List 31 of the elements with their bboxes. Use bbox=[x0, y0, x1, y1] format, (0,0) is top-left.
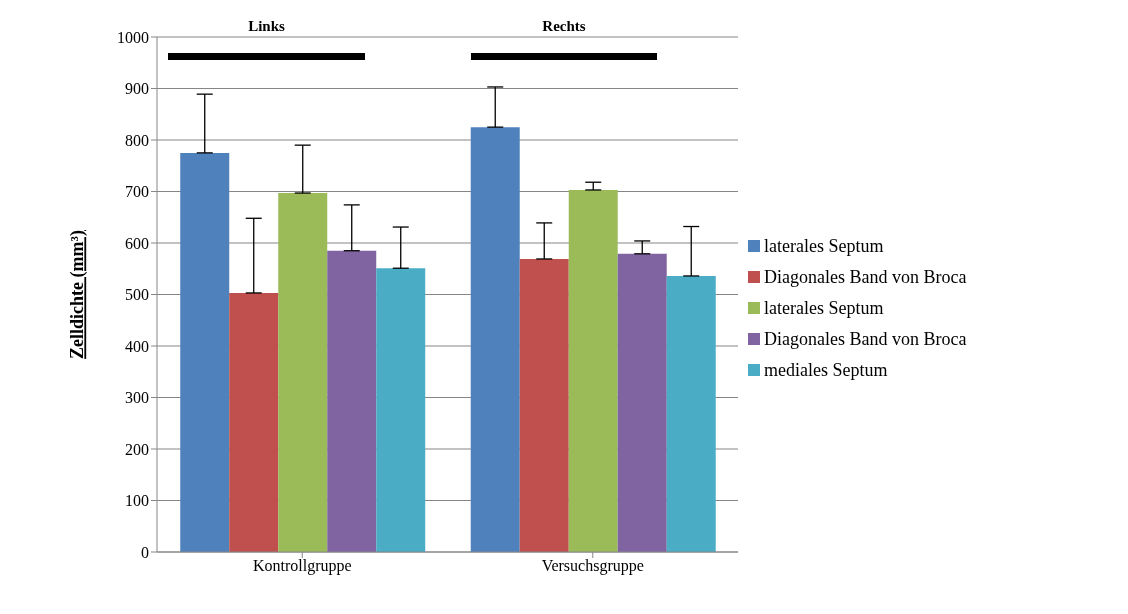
bar bbox=[568, 189, 618, 552]
bar bbox=[278, 193, 328, 552]
y-tick-label: 400 bbox=[125, 337, 149, 355]
legend-label: mediales Septum bbox=[764, 359, 888, 381]
x-tick-label: Versuchsgruppe bbox=[541, 557, 644, 576]
bar bbox=[617, 253, 667, 552]
bar bbox=[180, 152, 230, 552]
legend-label: laterales Septum bbox=[764, 297, 884, 319]
legend-label: laterales Septum bbox=[764, 235, 884, 257]
bracket: Rechts bbox=[471, 16, 657, 60]
y-tick-label: 800 bbox=[125, 131, 149, 149]
legend-label: Diagonales Band von Broca bbox=[764, 328, 967, 350]
y-tick-label: 700 bbox=[125, 183, 149, 201]
bar bbox=[666, 275, 716, 552]
y-tick-label: 0 bbox=[141, 543, 149, 561]
legend-label: Diagonales Band von Broca bbox=[764, 266, 967, 288]
y-axis-title: Zelldichte (mm³) bbox=[67, 230, 89, 359]
x-tick-label: Kontrollgruppe bbox=[252, 557, 352, 576]
bar bbox=[470, 127, 520, 552]
y-tick-label: 200 bbox=[125, 440, 149, 458]
bar bbox=[376, 268, 426, 552]
y-tick-label: 600 bbox=[125, 234, 149, 252]
y-tick-label: 1000 bbox=[117, 28, 149, 46]
y-tick-label: 100 bbox=[125, 492, 149, 510]
bar bbox=[519, 258, 569, 552]
y-tick-label: 900 bbox=[125, 80, 149, 98]
bar bbox=[229, 292, 279, 552]
bar bbox=[327, 250, 377, 552]
bracket: Links bbox=[168, 16, 365, 60]
y-tick-label: 300 bbox=[125, 389, 149, 407]
y-tick-label: 500 bbox=[125, 286, 149, 304]
